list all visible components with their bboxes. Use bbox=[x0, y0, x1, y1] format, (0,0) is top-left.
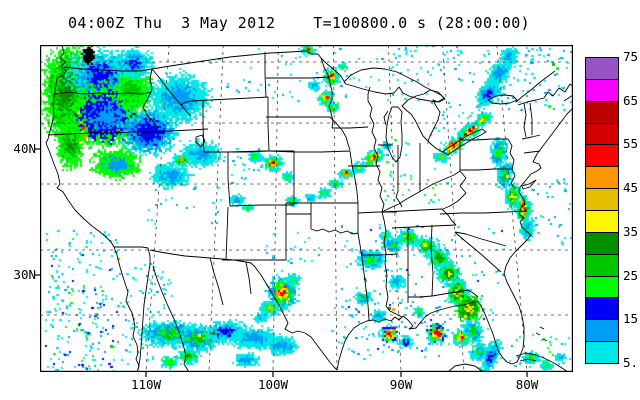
colorbar-box-5 bbox=[585, 341, 619, 364]
colorbar-label: 55. bbox=[623, 136, 640, 152]
colorbar-box-10 bbox=[585, 319, 619, 342]
colorbar-box-65 bbox=[585, 79, 619, 102]
y-axis-label: 30N bbox=[13, 267, 36, 282]
colorbar-box-20 bbox=[585, 276, 619, 298]
colorbar-label: 45. bbox=[623, 180, 640, 196]
colorbar-box-30 bbox=[585, 232, 619, 255]
y-axis-label: 40N bbox=[13, 141, 36, 156]
colorbar-label: 65. bbox=[623, 92, 640, 108]
colorbar-box-60 bbox=[585, 101, 619, 124]
colorbar-box-50 bbox=[585, 144, 619, 167]
colorbar-box-15 bbox=[585, 297, 619, 320]
colorbar-box-35 bbox=[585, 210, 619, 233]
colorbar-label: 5. bbox=[623, 355, 639, 370]
colorbar-label: 35. bbox=[623, 223, 640, 239]
colorbar-label: 15. bbox=[623, 311, 640, 327]
x-axis-label: 90W bbox=[389, 377, 413, 392]
colorbar-box-70 bbox=[585, 57, 619, 80]
colorbar-box-55 bbox=[585, 123, 619, 145]
map-plot-area bbox=[40, 45, 573, 372]
colorbar-box-25 bbox=[585, 254, 619, 277]
colorbar-box-40 bbox=[585, 188, 619, 211]
colorbar-box-45 bbox=[585, 166, 619, 189]
x-axis-label: 100W bbox=[257, 377, 289, 392]
figure-title: 04:00Z Thu 3 May 2012 T=100800.0 s (28:0… bbox=[68, 14, 531, 32]
x-axis-label: 110W bbox=[130, 377, 162, 392]
radar-echo-canvas bbox=[40, 45, 573, 372]
x-axis-label: 80W bbox=[515, 377, 539, 392]
colorbar-label: 75. bbox=[623, 49, 640, 64]
colorbar-label: 25. bbox=[623, 267, 640, 283]
